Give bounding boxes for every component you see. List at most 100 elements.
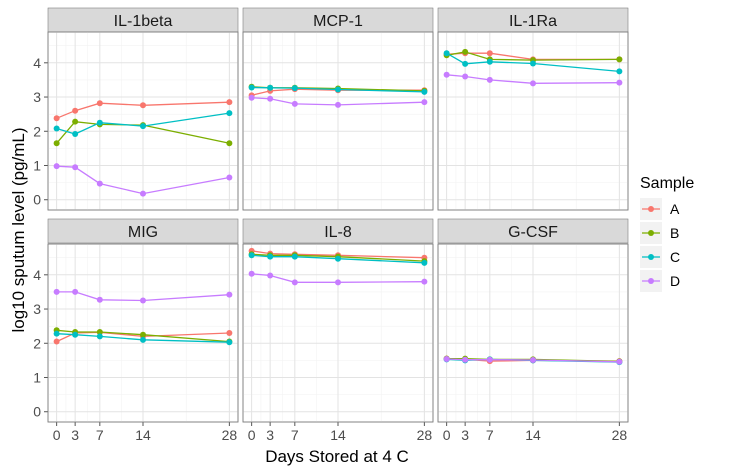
legend-item-b: B xyxy=(640,222,679,244)
x-tick-label: 0 xyxy=(248,427,256,443)
x-tick-label: 3 xyxy=(266,427,274,443)
series-c xyxy=(443,50,623,75)
data-point xyxy=(72,288,79,295)
data-point xyxy=(226,99,233,106)
y-tick-label: 3 xyxy=(33,301,41,317)
data-point xyxy=(530,80,536,87)
series-a xyxy=(53,99,233,122)
panel-title: IL-1Ra xyxy=(509,13,557,30)
y-tick-label: 4 xyxy=(33,55,41,71)
data-point xyxy=(53,338,60,345)
data-point xyxy=(96,119,103,126)
panel-strip xyxy=(242,218,434,244)
data-point xyxy=(462,48,469,55)
x-tick-label: 3 xyxy=(461,427,469,443)
data-point xyxy=(226,174,233,181)
data-point xyxy=(248,270,255,277)
legend-title: Sample xyxy=(640,175,694,192)
data-point xyxy=(291,100,298,107)
legend-key-point xyxy=(648,278,654,284)
legend-label: A xyxy=(670,201,680,217)
data-point xyxy=(486,356,493,363)
data-point xyxy=(140,190,146,197)
legend-key-point xyxy=(648,206,654,212)
series-d xyxy=(53,288,233,304)
series-c xyxy=(248,84,428,95)
data-point xyxy=(53,125,60,132)
data-point xyxy=(462,73,469,80)
data-point xyxy=(267,84,274,91)
x-tick-label: 7 xyxy=(291,427,299,443)
data-point xyxy=(530,357,536,364)
x-tick-label: 14 xyxy=(525,427,541,443)
panel-g-csf: G-CSF 0 3 7 14 28 xyxy=(437,218,629,443)
x-tick-label: 14 xyxy=(330,427,346,443)
legend-item-d: D xyxy=(640,270,680,292)
legend-label: B xyxy=(670,225,679,241)
data-point xyxy=(140,336,146,343)
data-point xyxy=(616,68,623,75)
y-axis-label: log10 sputum level (pg/mL) xyxy=(9,127,28,332)
series-d xyxy=(248,94,428,108)
data-point xyxy=(72,107,79,114)
data-point xyxy=(226,140,233,147)
data-point xyxy=(53,163,60,170)
data-point xyxy=(335,279,341,286)
data-point xyxy=(72,118,79,125)
panel-il-8: IL-8 0 3 7 14 28 xyxy=(242,218,434,443)
panel-strip xyxy=(47,218,239,244)
data-point xyxy=(443,71,450,78)
legend-label: D xyxy=(670,273,680,289)
data-point xyxy=(267,95,274,102)
data-point xyxy=(291,279,298,286)
y-tick-label: 3 xyxy=(33,89,41,105)
data-point xyxy=(291,85,298,92)
data-point xyxy=(335,255,341,262)
data-point xyxy=(421,259,428,266)
data-point xyxy=(140,331,146,338)
data-point xyxy=(53,330,60,337)
panel-border xyxy=(437,243,629,423)
y-tick-label: 1 xyxy=(33,370,41,386)
panel-strip xyxy=(47,7,239,33)
data-point xyxy=(616,358,623,365)
series-d xyxy=(248,270,428,286)
series-d xyxy=(443,71,623,87)
legend-key-point xyxy=(648,254,654,260)
data-point xyxy=(335,101,341,108)
series-c xyxy=(53,330,233,346)
panel-strip xyxy=(437,218,629,244)
data-point xyxy=(72,131,79,138)
legend-label: C xyxy=(670,249,680,265)
panel-il-1ra: IL-1Ra xyxy=(437,7,629,211)
data-point xyxy=(486,50,493,57)
panel-strip xyxy=(437,7,629,33)
data-point xyxy=(530,60,536,67)
data-point xyxy=(421,278,428,285)
panel-strip xyxy=(242,7,434,33)
series-d xyxy=(443,356,623,365)
legend-key-point xyxy=(648,230,654,236)
panel-title: MIG xyxy=(128,224,158,241)
data-point xyxy=(616,79,623,86)
data-point xyxy=(335,86,341,93)
data-point xyxy=(462,356,469,363)
x-tick-label: 0 xyxy=(443,427,451,443)
data-point xyxy=(616,56,623,63)
panel-border xyxy=(47,31,239,211)
panel-border xyxy=(242,243,434,423)
x-tick-label: 7 xyxy=(486,427,494,443)
data-point xyxy=(267,253,274,260)
y-tick-label: 2 xyxy=(33,335,41,351)
y-tick-label: 4 xyxy=(33,267,41,283)
data-point xyxy=(226,110,233,117)
panel-title: IL-8 xyxy=(324,224,352,241)
data-point xyxy=(226,330,233,336)
data-point xyxy=(267,272,274,279)
data-point xyxy=(248,94,255,101)
data-point xyxy=(72,331,79,338)
x-tick-label: 28 xyxy=(417,427,433,443)
data-point xyxy=(96,296,103,303)
